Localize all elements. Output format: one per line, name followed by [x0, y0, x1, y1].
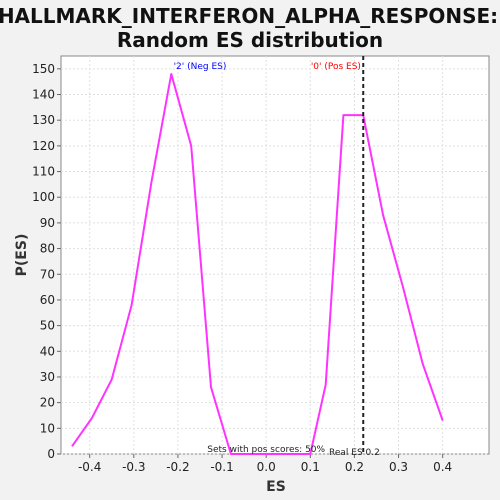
pos-scores-label: Sets with pos scores: 50%: [207, 445, 325, 455]
x-tick-label: 0.0: [257, 460, 276, 474]
y-tick-label: 0: [47, 447, 55, 461]
y-tick-label: 40: [40, 344, 55, 358]
y-tick-label: 30: [40, 370, 55, 384]
y-tick-label: 140: [32, 88, 55, 102]
y-tick-label: 70: [40, 267, 55, 281]
real-es-label: Real ES 0.2: [329, 448, 380, 458]
x-tick-label: -0.4: [78, 460, 101, 474]
axis-ticks: 0 10 20 30 40 50 60 70 80 90 100 110 120 130 140 150 -0.…: [32, 62, 452, 474]
y-tick-label: 150: [32, 62, 55, 76]
y-tick-label: 60: [40, 293, 55, 307]
y-tick-label: 130: [32, 113, 55, 127]
neg-es-label: '2' (Neg ES): [174, 62, 227, 72]
series-line: [71, 73, 444, 455]
plot-area: [60, 55, 490, 455]
grid: [61, 56, 489, 455]
x-tick-label: 0.4: [433, 460, 452, 474]
y-tick-label: 100: [32, 190, 55, 204]
x-tick-label: 0.1: [301, 460, 320, 474]
y-tick-label: 20: [40, 396, 55, 410]
x-tick-label: -0.3: [122, 460, 145, 474]
y-axis-label: P(ES): [14, 234, 30, 277]
series-layer: [71, 73, 444, 455]
y-tick-label: 110: [32, 165, 55, 179]
x-tick-label: -0.1: [210, 460, 233, 474]
y-tick-label: 80: [40, 242, 55, 256]
y-tick-label: 120: [32, 139, 55, 153]
x-tick-label: -0.2: [166, 460, 189, 474]
y-tick-label: 50: [40, 319, 55, 333]
y-tick-label: 10: [40, 421, 55, 435]
pos-es-label: '0' (Pos ES): [311, 62, 361, 72]
x-tick-label: 0.2: [345, 460, 364, 474]
x-tick-label: 0.3: [389, 460, 408, 474]
chart-title-line-2: Random ES distribution: [117, 28, 383, 52]
x-axis-label: ES: [266, 479, 286, 495]
chart-title-line-1: HALLMARK_INTERFERON_ALPHA_RESPONSE:: [0, 4, 498, 28]
y-tick-label: 90: [40, 216, 55, 230]
